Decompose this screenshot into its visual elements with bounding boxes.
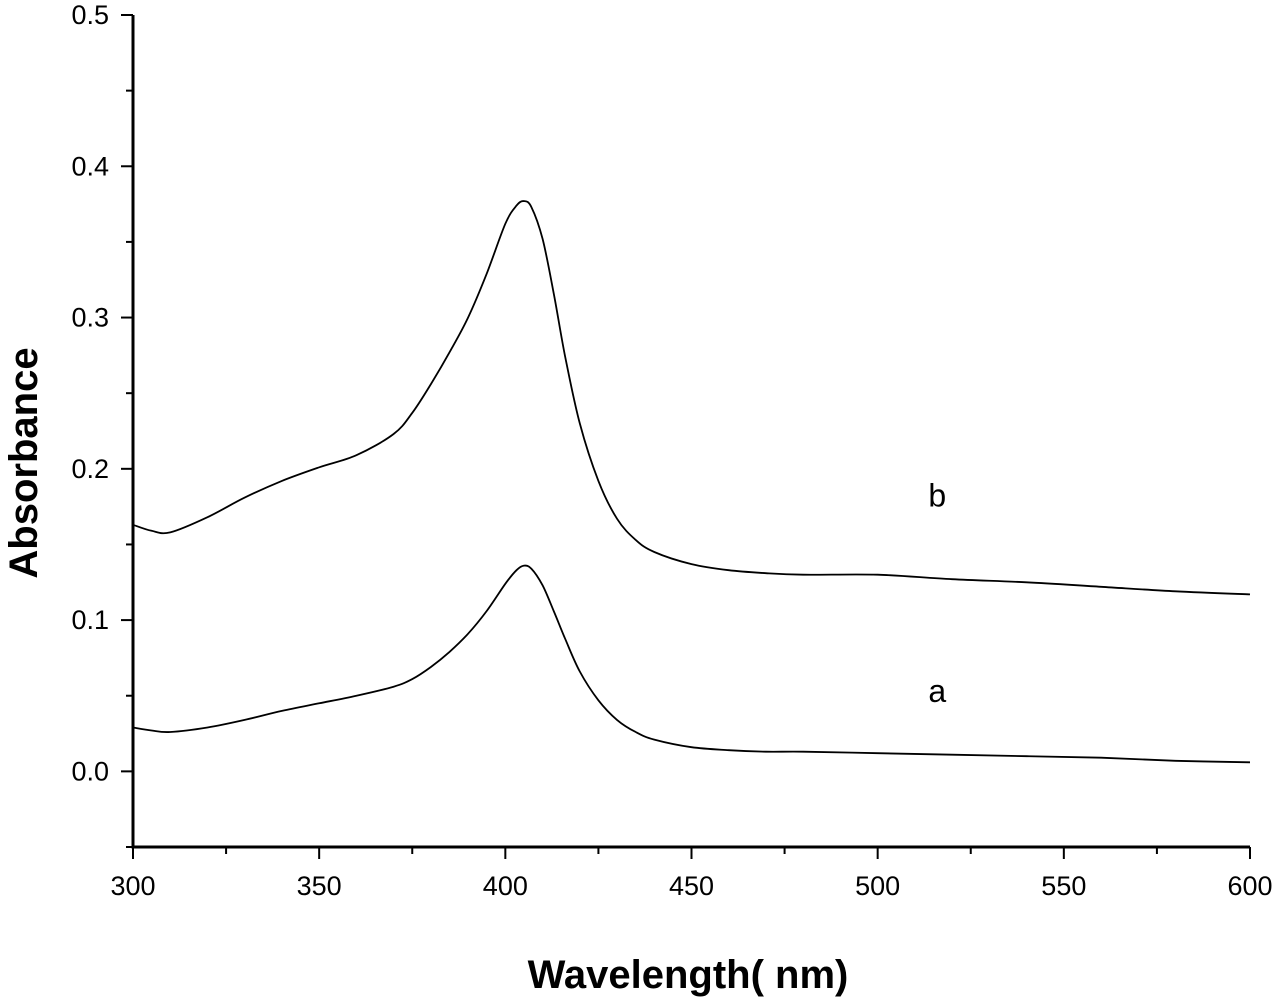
x-tick-label: 350 <box>297 871 342 901</box>
x-axis-ticks: 300 350 400 450 500 550 600 <box>110 847 1273 901</box>
series-label-b: b <box>928 478 946 514</box>
y-tick-label: 0.1 <box>71 605 109 635</box>
y-tick-label: 0.0 <box>71 756 109 786</box>
x-tick-label: 400 <box>483 871 528 901</box>
series-line-a <box>132 564 1251 764</box>
y-tick-label: 0.4 <box>71 151 109 181</box>
x-tick-label: 450 <box>669 871 714 901</box>
y-axis-ticks: 0.0 0.1 0.2 0.3 0.4 0.5 <box>71 0 133 848</box>
x-tick-label: 300 <box>110 871 155 901</box>
x-tick-label: 550 <box>1041 871 1086 901</box>
axes <box>131 15 1250 849</box>
series-label-a: a <box>928 673 946 709</box>
series-line-b <box>132 200 1251 596</box>
x-tick-label: 500 <box>855 871 900 901</box>
y-axis-title: Absorbance <box>2 347 46 578</box>
series-layer: ab <box>132 200 1251 764</box>
x-tick-label: 600 <box>1227 871 1272 901</box>
y-tick-label: 0.3 <box>71 303 109 333</box>
x-axis-title: Wavelength( nm) <box>528 953 849 997</box>
y-tick-label: 0.5 <box>71 0 109 30</box>
y-tick-label: 0.2 <box>71 454 109 484</box>
